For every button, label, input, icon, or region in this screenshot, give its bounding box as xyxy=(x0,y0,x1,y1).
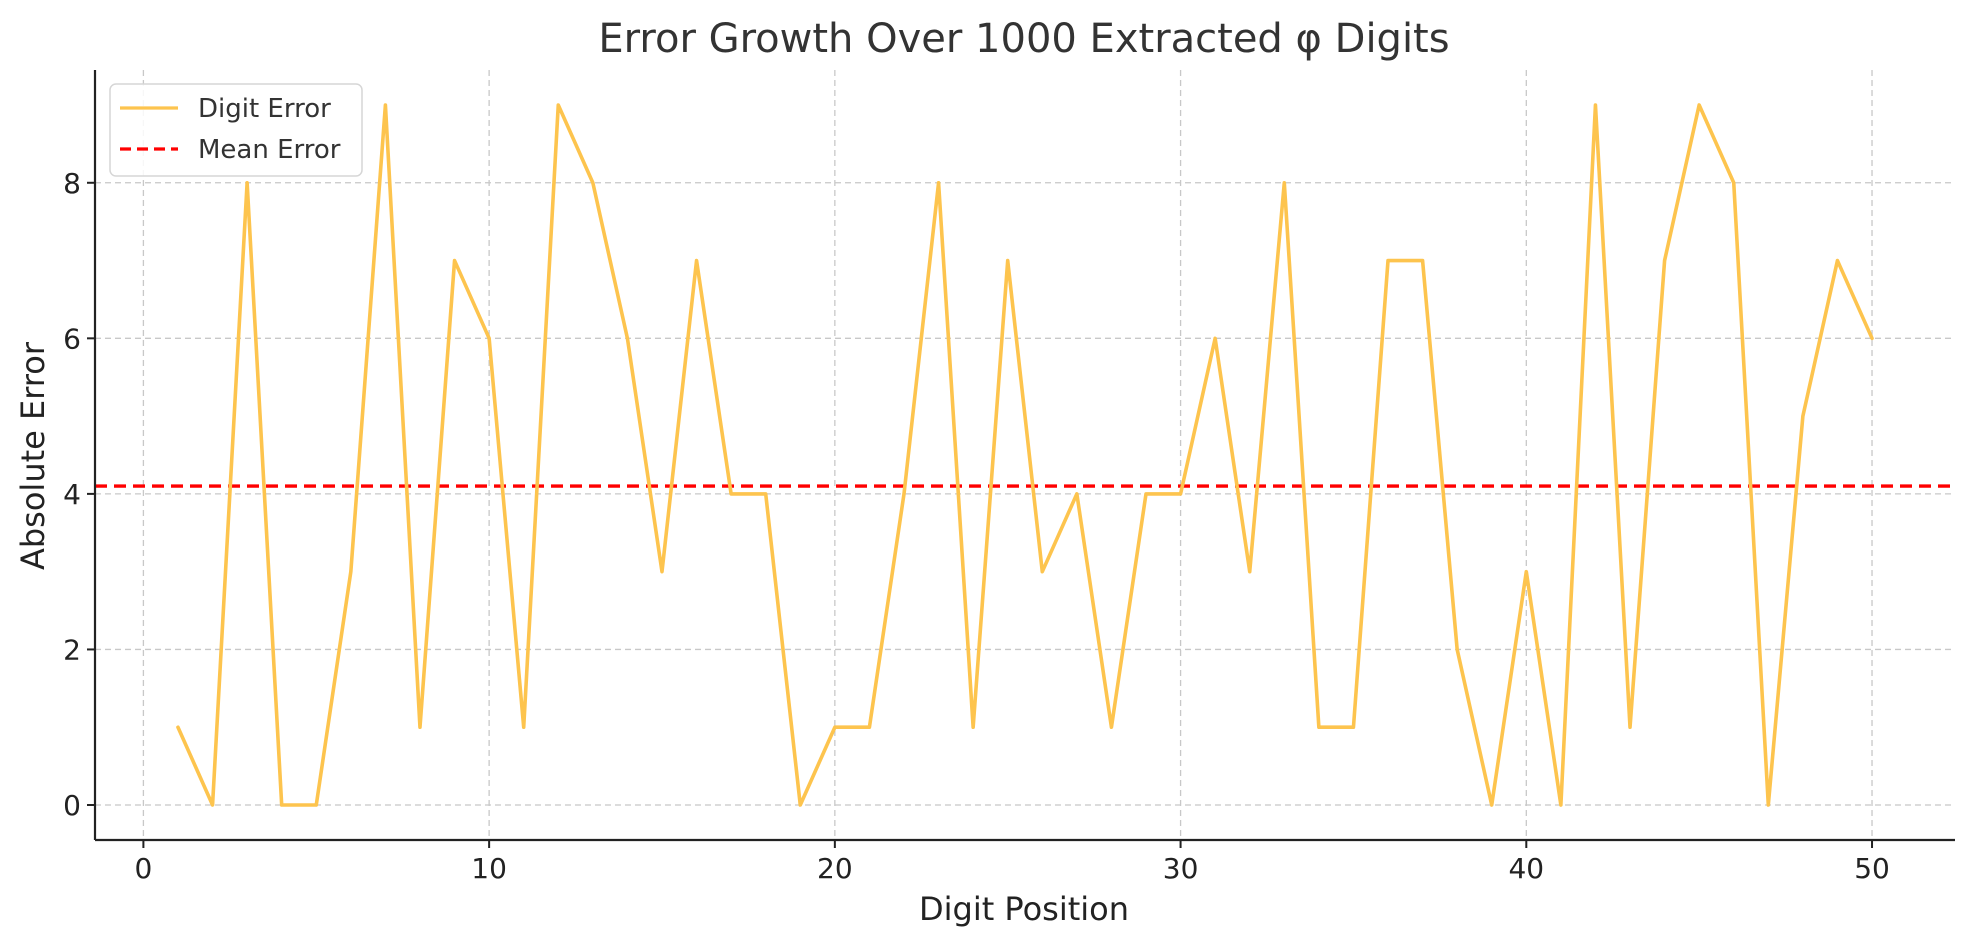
x-tick-label: 50 xyxy=(1854,852,1890,885)
y-tick-label: 2 xyxy=(63,633,81,666)
digit-error-line xyxy=(176,103,1874,807)
legend-label-digit-error: Digit Error xyxy=(198,94,331,124)
tick-labels: 0 10 20 30 40 50 0 2 4 6 8 xyxy=(63,167,1890,885)
x-tick-label: 0 xyxy=(134,852,152,885)
series-layer xyxy=(176,103,1874,807)
y-axis-label: Absolute Error xyxy=(14,341,52,570)
y-tick-label: 8 xyxy=(63,167,81,200)
x-tick-label: 30 xyxy=(1163,852,1199,885)
y-tick-label: 0 xyxy=(63,789,81,822)
grid xyxy=(95,70,1955,840)
axes xyxy=(87,70,1955,848)
y-tick-label: 4 xyxy=(63,478,81,511)
chart-title: Error Growth Over 1000 Extracted φ Digit… xyxy=(598,16,1449,62)
y-tick-label: 6 xyxy=(63,322,81,355)
legend-label-mean-error: Mean Error xyxy=(198,135,341,165)
x-tick-label: 40 xyxy=(1508,852,1544,885)
x-axis-label: Digit Position xyxy=(919,890,1129,928)
x-tick-label: 10 xyxy=(471,852,507,885)
x-tick-label: 20 xyxy=(817,852,853,885)
legend: Digit Error Mean Error xyxy=(109,83,363,177)
